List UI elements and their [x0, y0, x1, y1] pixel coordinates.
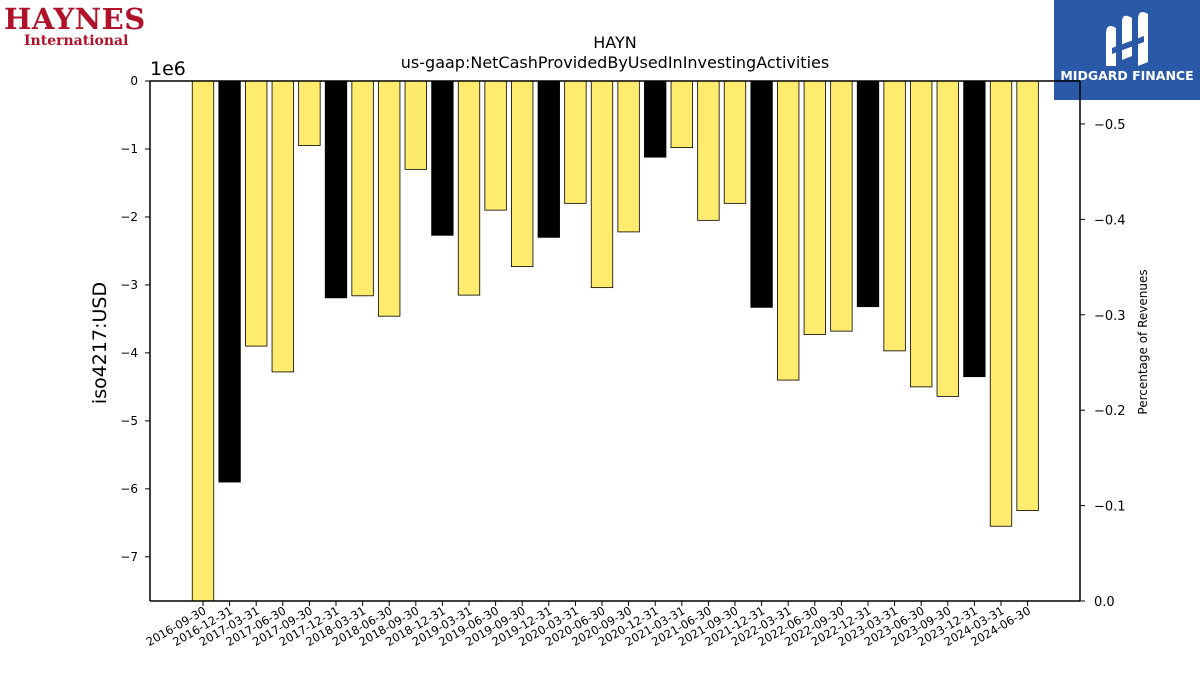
bar	[910, 80, 933, 388]
bar	[883, 80, 906, 352]
bar	[191, 80, 215, 602]
bar	[936, 80, 959, 397]
bar	[484, 80, 507, 211]
bar	[670, 80, 693, 149]
bar	[457, 80, 481, 296]
bar	[511, 80, 534, 267]
y2-tick-label: −0.4	[1094, 213, 1126, 228]
y-axis-offset-label: 1e6	[150, 58, 186, 80]
midgard-finance-logo: MIDGARD FINANCE	[1054, 0, 1200, 100]
y-tick-label: −6	[120, 482, 138, 496]
bar	[245, 80, 268, 347]
bar	[989, 80, 1013, 527]
bar	[298, 80, 321, 146]
bar	[218, 80, 241, 483]
bar	[590, 80, 614, 289]
y-tick-label: −3	[120, 278, 138, 292]
bar	[750, 80, 773, 308]
haynes-logo-wordmark: HAYNES	[4, 2, 146, 36]
y-tick-label: −5	[120, 414, 138, 428]
y-tick-label: −7	[120, 550, 138, 564]
bar	[324, 80, 348, 299]
bar	[803, 80, 826, 335]
bar	[404, 80, 427, 170]
y2-tick-label: 0.0	[1094, 595, 1115, 610]
bar	[856, 80, 880, 308]
bar	[963, 80, 986, 378]
midgard-finance-wordmark: MIDGARD FINANCE	[1060, 68, 1194, 83]
axes-frame	[149, 80, 1081, 602]
haynes-logo: HAYNES International	[4, 4, 164, 52]
bar	[1016, 80, 1039, 511]
midgard-monogram-icon	[1106, 12, 1148, 66]
y2-tick-label: −0.3	[1094, 309, 1126, 324]
y-tick-label: −2	[120, 210, 138, 224]
y2-tick-label: −0.2	[1094, 404, 1126, 419]
bar	[351, 80, 374, 297]
bar	[564, 80, 587, 204]
bar	[431, 80, 454, 236]
chart-title: HAYN	[593, 33, 636, 52]
y2-tick-label: −0.5	[1094, 118, 1126, 133]
bar	[271, 80, 294, 373]
bar	[644, 80, 667, 158]
chart-subtitle: us-gaap:NetCashProvidedByUsedInInvesting…	[401, 53, 829, 72]
y-tick-label: 0	[130, 74, 138, 88]
bar	[617, 80, 640, 233]
bar-series	[191, 80, 1039, 602]
bar	[697, 80, 720, 221]
bar	[830, 80, 853, 332]
y-tick-label: −1	[120, 142, 138, 156]
bar	[723, 80, 747, 204]
haynes-logo-subtitle: International	[24, 33, 129, 49]
y-axis-label: iso4217:USD	[89, 282, 111, 404]
bar	[537, 80, 560, 238]
bar	[777, 80, 800, 381]
bar	[378, 80, 401, 317]
y-tick-label: −4	[120, 346, 138, 360]
y2-axis-label: Percentage of Revenues	[1136, 269, 1150, 414]
y2-tick-label: −0.1	[1094, 500, 1126, 515]
